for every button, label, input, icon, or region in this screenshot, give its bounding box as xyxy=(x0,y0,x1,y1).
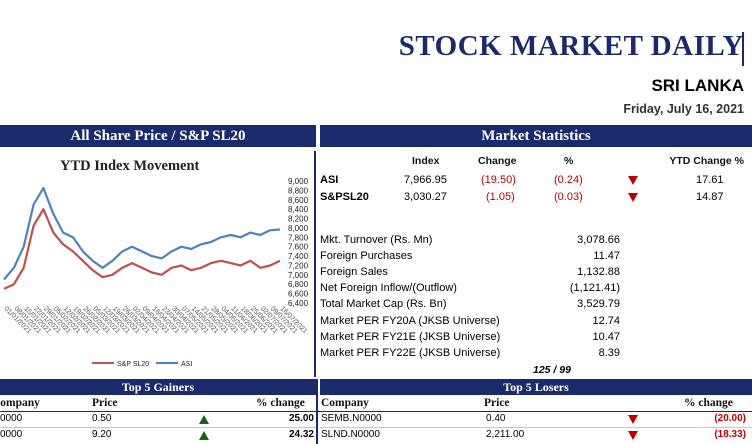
losers-bar: Top 5 Losers xyxy=(320,379,752,395)
col-head-pct: % xyxy=(564,155,574,167)
gainers-title: Top 5 Gainers xyxy=(121,379,195,394)
gainer-price: 0.50 xyxy=(92,413,112,424)
section-bar-stats: Market Statistics xyxy=(320,125,752,147)
section-bar-price: All Share Price / S&P SL20 xyxy=(0,125,316,147)
report-date: Friday, July 16, 2021 xyxy=(623,102,744,116)
row-rule xyxy=(0,427,316,428)
col-head-ytd: YTD Change % xyxy=(669,155,744,167)
stat-value: (1,121.41) xyxy=(569,282,620,294)
ytd-chart: YTD Index Movement 9,000 8,800 8,600 8,400 8… xyxy=(0,151,316,377)
stat-label: Foreign Purchases xyxy=(320,250,413,262)
y-tick-label: 8,200 xyxy=(288,215,309,224)
gainer-company: 0000 xyxy=(0,413,23,424)
gainer-price: 9.20 xyxy=(92,429,112,440)
down-arrow-icon xyxy=(628,193,638,202)
gainers-bar: Top 5 Gainers xyxy=(0,379,316,395)
down-arrow-icon xyxy=(628,176,638,185)
stat-label: Foreign Sales xyxy=(320,266,388,278)
losers-col-price: Price xyxy=(484,397,510,409)
stat-label: Market PER FY22E (JKSB Universe) xyxy=(320,347,501,359)
stat-value: 12.74 xyxy=(592,315,620,327)
series-line-1 xyxy=(3,186,281,281)
chart-title: YTD Index Movement xyxy=(60,158,200,174)
gainer-change: 25.00 xyxy=(288,413,314,424)
pager: 125 / 99 xyxy=(533,364,571,376)
y-tick-label: 6,600 xyxy=(288,290,309,299)
loser-change: (20.00) xyxy=(714,413,746,424)
loser-company: SLND.N0000 xyxy=(321,429,380,440)
chart-svg: 9,0008,8008,6008,4008,2008,0007,8007,600… xyxy=(3,177,309,368)
section-title-price: All Share Price / S&P SL20 xyxy=(70,127,246,144)
losers-col-change: % change xyxy=(684,397,733,409)
loser-price: 2,211.00 xyxy=(486,429,525,440)
idx-ytd-spsl20: 14.87 xyxy=(696,191,724,203)
stat-value: 3,529.79 xyxy=(577,298,620,310)
y-tick-label: 7,400 xyxy=(288,252,309,261)
table-row: SEMB.N0000 xyxy=(321,413,382,427)
stat-value: 8.39 xyxy=(598,347,620,359)
loser-company: SEMB.N0000 xyxy=(321,413,382,424)
idx-change-asi: (19.50) xyxy=(481,174,516,186)
y-tick-label: 8,400 xyxy=(288,205,309,214)
table-row: 0000 xyxy=(0,429,22,443)
col-head-index: Index xyxy=(412,155,440,167)
loser-change: (18.33) xyxy=(714,429,746,440)
idx-name-asi: ASI xyxy=(320,174,339,186)
stat-label: Net Foreign Inflow/(Outflow) xyxy=(320,282,457,294)
down-arrow-icon xyxy=(628,415,638,424)
y-tick-label: 7,600 xyxy=(288,243,309,252)
gainer-company: 0000 xyxy=(0,429,23,440)
table-header-rule xyxy=(0,411,752,412)
y-tick-label: 7,800 xyxy=(288,233,309,242)
stat-value: 11.47 xyxy=(593,250,620,262)
idx-value-spsl20: 3,030.27 xyxy=(404,191,447,203)
col-head-change: Change xyxy=(478,155,517,167)
y-tick-label: 7,200 xyxy=(288,261,309,270)
idx-pct-asi: (0.24) xyxy=(554,174,583,186)
up-arrow-icon xyxy=(199,415,209,424)
y-tick-label: 9,000 xyxy=(288,177,309,186)
title-rule xyxy=(742,32,744,66)
y-tick-label: 6,800 xyxy=(288,280,309,289)
y-tick-label: 7,000 xyxy=(288,271,309,280)
stat-label: Market PER FY20A (JKSB Universe) xyxy=(320,315,500,327)
idx-value-asi: 7,966.95 xyxy=(404,174,447,186)
series-line-0 xyxy=(3,208,281,290)
market-stats: Index Change % YTD Change % ASI 7,966.95… xyxy=(320,151,752,377)
row-rule xyxy=(320,427,752,428)
country-label: SRI LANKA xyxy=(651,76,744,95)
loser-price: 0.40 xyxy=(486,413,506,424)
losers-title: Top 5 Losers xyxy=(503,379,569,394)
gainers-col-company: Company xyxy=(0,397,40,409)
idx-pct-spsl20: (0.03) xyxy=(554,191,583,203)
legend-label-0: S&P SL20 xyxy=(117,361,149,368)
gainers-col-price: Price xyxy=(92,397,118,409)
idx-change-spsl20: (1.05) xyxy=(486,191,515,203)
section-title-stats: Market Statistics xyxy=(481,127,591,144)
stat-label: Market PER FY21E (JKSB Universe) xyxy=(320,331,501,343)
stat-label: Mkt. Turnover (Rs. Mn) xyxy=(320,234,433,246)
up-arrow-icon xyxy=(199,431,209,440)
stat-value: 10.47 xyxy=(592,331,620,343)
legend-label-1: ASI xyxy=(181,361,192,368)
stat-value: 1,132.88 xyxy=(577,266,620,278)
stat-value: 3,078.66 xyxy=(577,234,620,246)
gainer-change: 24.32 xyxy=(288,429,314,440)
idx-ytd-asi: 17.61 xyxy=(696,174,724,186)
stat-label: Total Market Cap (Rs. Bn) xyxy=(320,298,447,310)
y-tick-label: 8,800 xyxy=(288,186,309,195)
y-tick-label: 6,400 xyxy=(288,299,309,308)
y-tick-label: 8,600 xyxy=(288,196,309,205)
y-tick-label: 8,000 xyxy=(288,224,309,233)
down-arrow-icon xyxy=(628,431,638,440)
losers-col-company: Company xyxy=(321,397,369,409)
table-row: 0000 xyxy=(0,413,22,427)
gainers-col-change: % change xyxy=(256,397,305,409)
idx-name-spsl20: S&PSL20 xyxy=(320,191,369,203)
table-row: SLND.N0000 xyxy=(321,429,380,443)
report-title: STOCK MARKET DAILY xyxy=(398,30,744,62)
